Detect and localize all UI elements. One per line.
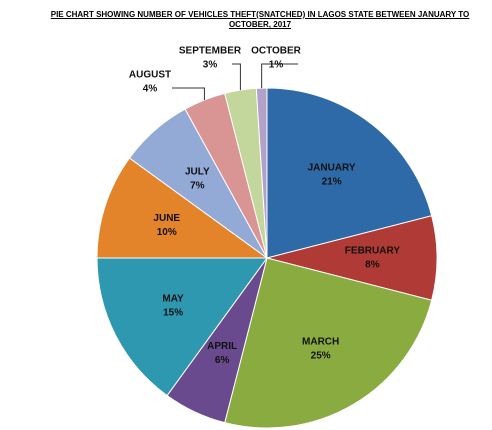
- leader-line: [232, 63, 241, 91]
- pie-slice: [96, 257, 268, 397]
- slice-value-label: 10%: [157, 227, 177, 238]
- slice-value-label: 4%: [143, 84, 158, 95]
- pie-slice: [266, 87, 433, 259]
- slice-value-label: 8%: [365, 260, 380, 271]
- slice-value-label: 7%: [190, 181, 205, 192]
- pie-slice: [255, 87, 268, 259]
- slice-label: MAY: [162, 293, 184, 304]
- slice-value-label: 21%: [322, 176, 342, 187]
- pie-slice: [224, 257, 433, 429]
- pie-slice: [96, 157, 269, 259]
- slice-label: MARCH: [302, 336, 339, 347]
- slice-label: JANUARY: [308, 162, 356, 173]
- leader-line: [172, 87, 205, 100]
- slice-label: JULY: [185, 167, 210, 178]
- slice-label: SEPTEMBER: [179, 46, 242, 57]
- chart-title: PIE CHART SHOWING NUMBER OF VEHICLES THE…: [50, 10, 470, 29]
- slice-label: APRIL: [207, 341, 237, 352]
- slice-value-label: 15%: [163, 307, 183, 318]
- leader-line: [261, 63, 298, 89]
- slice-value-label: 6%: [215, 355, 230, 366]
- slice-label: FEBRUARY: [345, 246, 401, 257]
- slice-value-label: 25%: [311, 350, 331, 361]
- slice-value-label: 3%: [203, 60, 218, 71]
- slice-label: AUGUST: [129, 70, 171, 81]
- slice-value-label: 1%: [269, 60, 284, 71]
- slice-label: JUNE: [153, 213, 180, 224]
- slice-label: OCTOBER: [251, 46, 302, 57]
